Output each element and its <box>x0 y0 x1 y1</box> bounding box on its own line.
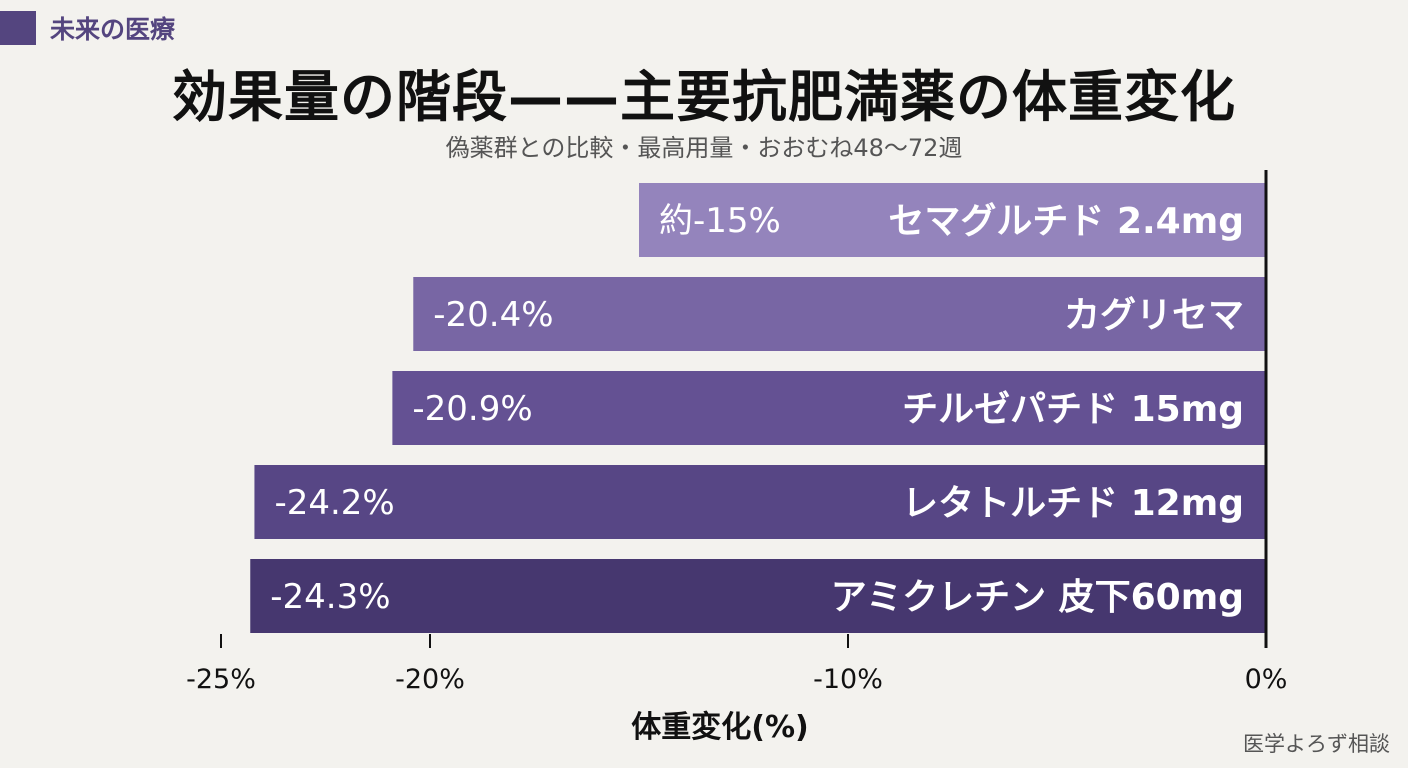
bar-category-label: カグリセマ <box>1064 295 1244 336</box>
x-tick-label: 0% <box>1245 664 1288 695</box>
bar-value-label: -20.4% <box>433 295 553 335</box>
bar-value-label: -24.3% <box>270 577 390 617</box>
bar <box>392 371 1266 445</box>
bar-category-label: チルゼパチド 15mg <box>902 389 1244 430</box>
bar <box>639 183 1266 257</box>
footer-credit: 医学よろず相談 <box>1243 732 1390 756</box>
brand-mark <box>0 11 36 45</box>
bar-value-label: 約-15% <box>659 201 781 241</box>
bar-category-label: セマグルチド 2.4mg <box>888 201 1244 242</box>
page-title: 効果量の階段——主要抗肥満薬の体重変化 <box>171 65 1236 129</box>
bar <box>254 465 1266 539</box>
bar-category-label: レタトルチド 12mg <box>902 483 1244 524</box>
brand-name: 未来の医療 <box>50 15 176 44</box>
brand: 未来の医療 <box>0 10 175 46</box>
bar-value-label: -20.9% <box>412 389 532 429</box>
page-subtitle: 偽薬群との比較・最高用量・おおむね48〜72週 <box>445 134 963 162</box>
bar <box>250 559 1266 633</box>
bar-value-label: -24.2% <box>274 483 394 523</box>
x-tick-label: -25% <box>186 664 256 695</box>
bar-category-label: アミクレチン 皮下60mg <box>831 577 1244 618</box>
x-tick-label: -20% <box>395 664 465 695</box>
x-tick-label: -10% <box>813 664 883 695</box>
x-axis-title: 体重変化(%) <box>631 710 808 745</box>
bar <box>413 277 1266 351</box>
